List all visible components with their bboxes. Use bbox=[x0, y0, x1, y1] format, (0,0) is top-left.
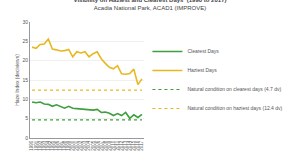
svg-text:2014: 2014 bbox=[127, 140, 132, 151]
svg-text:2017: 2017 bbox=[139, 140, 144, 151]
svg-text:2010: 2010 bbox=[111, 140, 116, 151]
svg-text:0: 0 bbox=[25, 135, 28, 141]
svg-text:2000: 2000 bbox=[70, 140, 75, 151]
svg-text:2016: 2016 bbox=[135, 140, 140, 151]
svg-text:5: 5 bbox=[25, 115, 28, 121]
svg-text:15: 15 bbox=[22, 77, 28, 83]
svg-text:2012: 2012 bbox=[119, 140, 124, 151]
svg-text:1990: 1990 bbox=[30, 140, 35, 151]
svg-text:1995: 1995 bbox=[50, 140, 55, 151]
svg-text:2007: 2007 bbox=[99, 140, 104, 151]
svg-text:1996: 1996 bbox=[54, 140, 59, 151]
svg-text:Clearest Days: Clearest Days bbox=[187, 48, 219, 54]
svg-text:30: 30 bbox=[22, 19, 28, 25]
svg-text:1991: 1991 bbox=[34, 140, 39, 151]
svg-text:25: 25 bbox=[22, 38, 28, 44]
svg-text:Natural condition on haziest d: Natural condition on haziest days (12.4 … bbox=[187, 105, 282, 111]
svg-text:1999: 1999 bbox=[66, 140, 71, 151]
svg-text:2009: 2009 bbox=[107, 140, 112, 151]
svg-text:1993: 1993 bbox=[42, 140, 47, 151]
svg-text:2005: 2005 bbox=[91, 140, 96, 151]
svg-text:2002: 2002 bbox=[78, 140, 83, 151]
svg-text:2006: 2006 bbox=[95, 140, 100, 151]
svg-text:2001: 2001 bbox=[74, 140, 79, 151]
svg-text:Haziest Days: Haziest Days bbox=[187, 67, 217, 73]
svg-text:2003: 2003 bbox=[82, 140, 87, 151]
svg-text:Natural condition on clearest: Natural condition on clearest days (4.7 … bbox=[187, 86, 281, 92]
svg-text:2011: 2011 bbox=[115, 140, 120, 150]
svg-text:1997: 1997 bbox=[58, 140, 63, 151]
svg-text:2013: 2013 bbox=[123, 140, 128, 151]
svg-text:1994: 1994 bbox=[46, 140, 51, 151]
svg-text:1998: 1998 bbox=[62, 140, 67, 151]
svg-text:10: 10 bbox=[22, 96, 28, 102]
svg-text:1992: 1992 bbox=[38, 140, 43, 151]
svg-text:Visibility on Haziest and Clea: Visibility on Haziest and Clearest Days … bbox=[74, 0, 227, 11]
svg-text:2015: 2015 bbox=[131, 140, 136, 151]
svg-text:2004: 2004 bbox=[87, 140, 92, 151]
svg-text:2008: 2008 bbox=[103, 140, 108, 151]
svg-text:Haze Index (deciviews): Haze Index (deciviews) bbox=[14, 54, 20, 106]
svg-text:20: 20 bbox=[22, 57, 28, 63]
